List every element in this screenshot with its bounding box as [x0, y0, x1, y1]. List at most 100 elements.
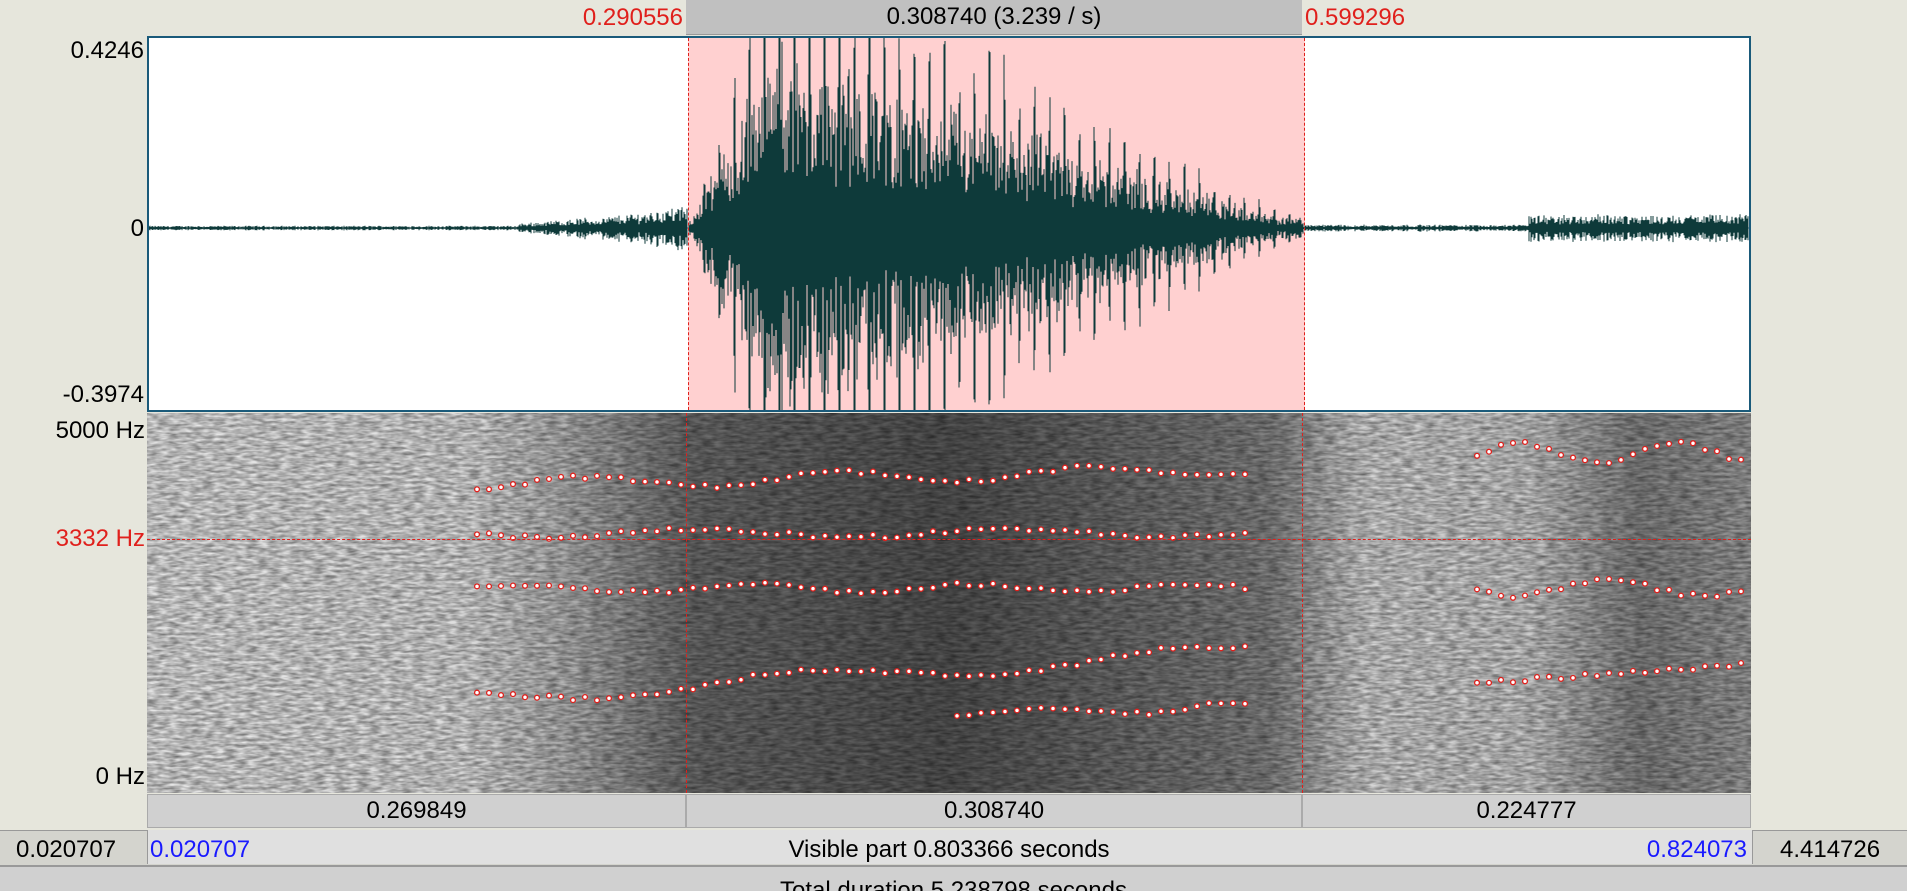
formant-point	[1497, 676, 1505, 683]
formant-point	[737, 676, 745, 683]
formant-point	[569, 472, 577, 479]
formant-point	[1013, 525, 1021, 532]
formant-point	[1025, 585, 1033, 592]
interval-selection[interactable]: 0.308740	[686, 794, 1302, 828]
formant-point	[1073, 462, 1081, 469]
formant-point	[833, 467, 841, 474]
formant-point	[1713, 662, 1721, 669]
formant-point	[989, 709, 997, 716]
formant-point	[1049, 468, 1057, 475]
formant-point	[593, 697, 601, 704]
formant-point	[1001, 474, 1009, 481]
formant-point	[1169, 469, 1177, 476]
formant-point	[917, 585, 925, 592]
formant-point	[509, 481, 517, 488]
formant-point	[1109, 652, 1117, 659]
formant-point	[809, 585, 817, 592]
formant-point	[1109, 465, 1117, 472]
formant-point	[1485, 679, 1493, 686]
formant-point	[1593, 459, 1601, 466]
formant-point	[1085, 708, 1093, 715]
formant-point	[1605, 575, 1613, 583]
formant-point	[785, 669, 793, 676]
formant-point	[773, 477, 781, 484]
formant-point	[509, 691, 517, 698]
formant-point	[857, 470, 865, 477]
formant-point	[749, 528, 757, 536]
formant-point	[1545, 445, 1553, 452]
formant-point	[929, 584, 937, 591]
formant-point	[557, 473, 565, 480]
formant-point	[1109, 530, 1117, 537]
visible-part-bar[interactable]	[147, 830, 1753, 864]
formant-point	[713, 679, 721, 686]
interval-after-selection[interactable]: 0.224777	[1302, 794, 1751, 828]
formant-point	[1205, 471, 1213, 478]
hidden-after-duration[interactable]: 4.414726	[1780, 836, 1881, 863]
formant-point	[677, 527, 685, 534]
formant-point	[725, 482, 733, 489]
formant-point	[1521, 438, 1529, 446]
formant-point	[1037, 668, 1045, 675]
formant-point	[1181, 532, 1189, 539]
formant-point	[1073, 587, 1081, 594]
formant-point	[833, 589, 841, 596]
formant-point	[1653, 668, 1661, 675]
selection-duration-bar[interactable]: 0.308740 (3.239 / s)	[686, 0, 1302, 35]
formant-point	[1205, 645, 1213, 652]
formant-point	[929, 528, 937, 535]
spectrogram-cursor-frequency: 3332 Hz	[55, 525, 145, 552]
formant-point	[1121, 710, 1129, 718]
spectrogram-f-max: 5000 Hz	[55, 417, 145, 444]
formant-point	[665, 479, 673, 486]
interval-before-selection[interactable]: 0.269849	[147, 794, 686, 828]
interval-before-label: 0.269849	[366, 797, 467, 824]
formant-point	[1193, 471, 1201, 478]
visible-start-time: 0.020707	[150, 836, 251, 863]
formant-point	[617, 528, 625, 535]
formant-point	[521, 481, 529, 488]
formant-point	[1061, 588, 1069, 595]
formant-point	[485, 486, 493, 493]
frequency-cursor-line	[147, 539, 1751, 540]
formant-point	[1109, 708, 1117, 716]
formant-point	[1557, 586, 1565, 593]
formant-point	[1157, 470, 1165, 477]
formant-point	[1521, 678, 1529, 685]
formant-point	[977, 526, 985, 533]
formant-point	[845, 467, 853, 474]
formant-point	[1725, 588, 1733, 595]
waveform-panel[interactable]	[147, 36, 1751, 412]
formant-point	[1665, 586, 1673, 593]
formant-point	[1569, 674, 1577, 681]
formant-point	[1073, 706, 1081, 713]
formant-point	[1473, 679, 1481, 686]
formant-point	[1061, 464, 1069, 471]
hidden-before-duration[interactable]: 0.020707	[16, 836, 117, 863]
waveform-y-zero: 0	[130, 215, 144, 242]
formant-point	[665, 688, 673, 695]
formant-point	[545, 582, 553, 589]
formant-point	[653, 478, 661, 486]
formant-point	[905, 585, 913, 592]
formant-point	[845, 533, 853, 540]
formant-point	[713, 525, 721, 532]
formant-point	[1653, 587, 1661, 594]
formant-point	[1013, 585, 1021, 592]
formant-point	[1013, 707, 1021, 714]
formant-point	[1485, 448, 1493, 455]
formant-point	[1133, 708, 1141, 715]
spectrogram-panel[interactable]	[147, 413, 1751, 793]
formant-point	[905, 474, 913, 481]
formant-point	[953, 528, 961, 535]
formant-point	[509, 582, 517, 589]
total-duration-bar[interactable]: Total duration 5.238798 seconds	[0, 866, 1907, 891]
formant-point	[497, 532, 505, 539]
formant-point	[1073, 662, 1081, 669]
formant-point	[1665, 665, 1673, 672]
formant-point	[1241, 471, 1249, 478]
formant-point	[977, 478, 985, 485]
formant-point	[917, 531, 925, 538]
formant-point	[977, 709, 985, 716]
formant-point	[1617, 577, 1625, 584]
